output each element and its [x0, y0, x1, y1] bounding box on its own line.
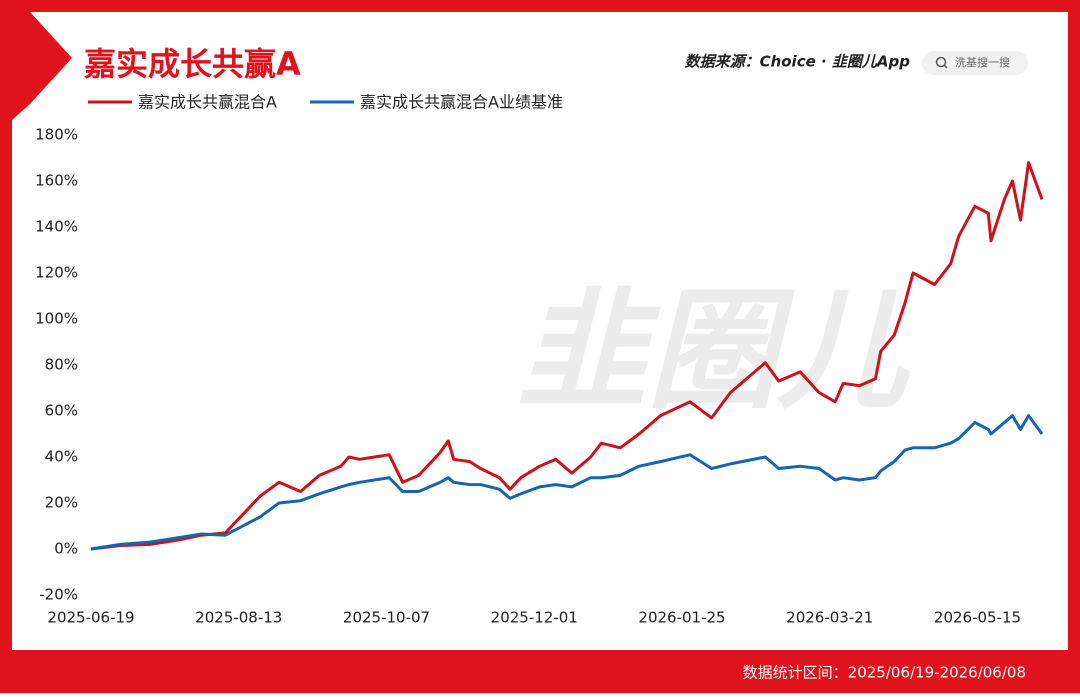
x-tick-label: 2026-01-25 — [638, 609, 725, 627]
x-tick-label: 2026-05-15 — [934, 609, 1021, 627]
y-tick-label: -20% — [39, 586, 78, 604]
y-tick-label: 80% — [45, 356, 78, 374]
x-tick-label: 2026-03-21 — [786, 609, 873, 627]
search-placeholder: 洗基搜一搜 — [955, 55, 1010, 69]
search-icon — [943, 64, 948, 69]
series-line — [90, 161, 1044, 551]
series-line — [90, 414, 1044, 551]
y-tick-label: 40% — [45, 448, 78, 466]
source: 数据来源：Choice · 韭圈儿App — [685, 53, 911, 71]
y-tick-label: 100% — [35, 310, 78, 328]
legend-label: 嘉实成长共赢混合A — [138, 93, 277, 112]
footer: 数据统计区间：2025/06/19-2026/06/08 — [743, 664, 1026, 682]
y-tick-label: 140% — [35, 218, 78, 236]
search-icon — [935, 56, 947, 68]
x-tick-label: 2025-08-13 — [195, 609, 282, 627]
search-box[interactable] — [922, 51, 1028, 75]
x-tick-label: 2025-12-01 — [491, 609, 578, 627]
x-tick-label: 2025-06-19 — [47, 609, 134, 627]
x-tick-label: 2025-10-07 — [343, 609, 430, 627]
y-tick-label: 0% — [54, 540, 78, 558]
y-tick-label: 120% — [35, 264, 78, 282]
legend-label: 嘉实成长共赢混合A业绩基准 — [360, 93, 563, 112]
y-tick-label: 180% — [35, 126, 78, 144]
corner-chevron — [12, 12, 72, 120]
panel — [12, 12, 1068, 650]
chart-title: 嘉实成长共赢A — [84, 45, 301, 83]
y-tick-label: 60% — [45, 402, 78, 420]
watermark: 韭圈儿 — [517, 275, 911, 427]
y-tick-label: 160% — [35, 172, 78, 190]
y-tick-label: 20% — [45, 494, 78, 512]
